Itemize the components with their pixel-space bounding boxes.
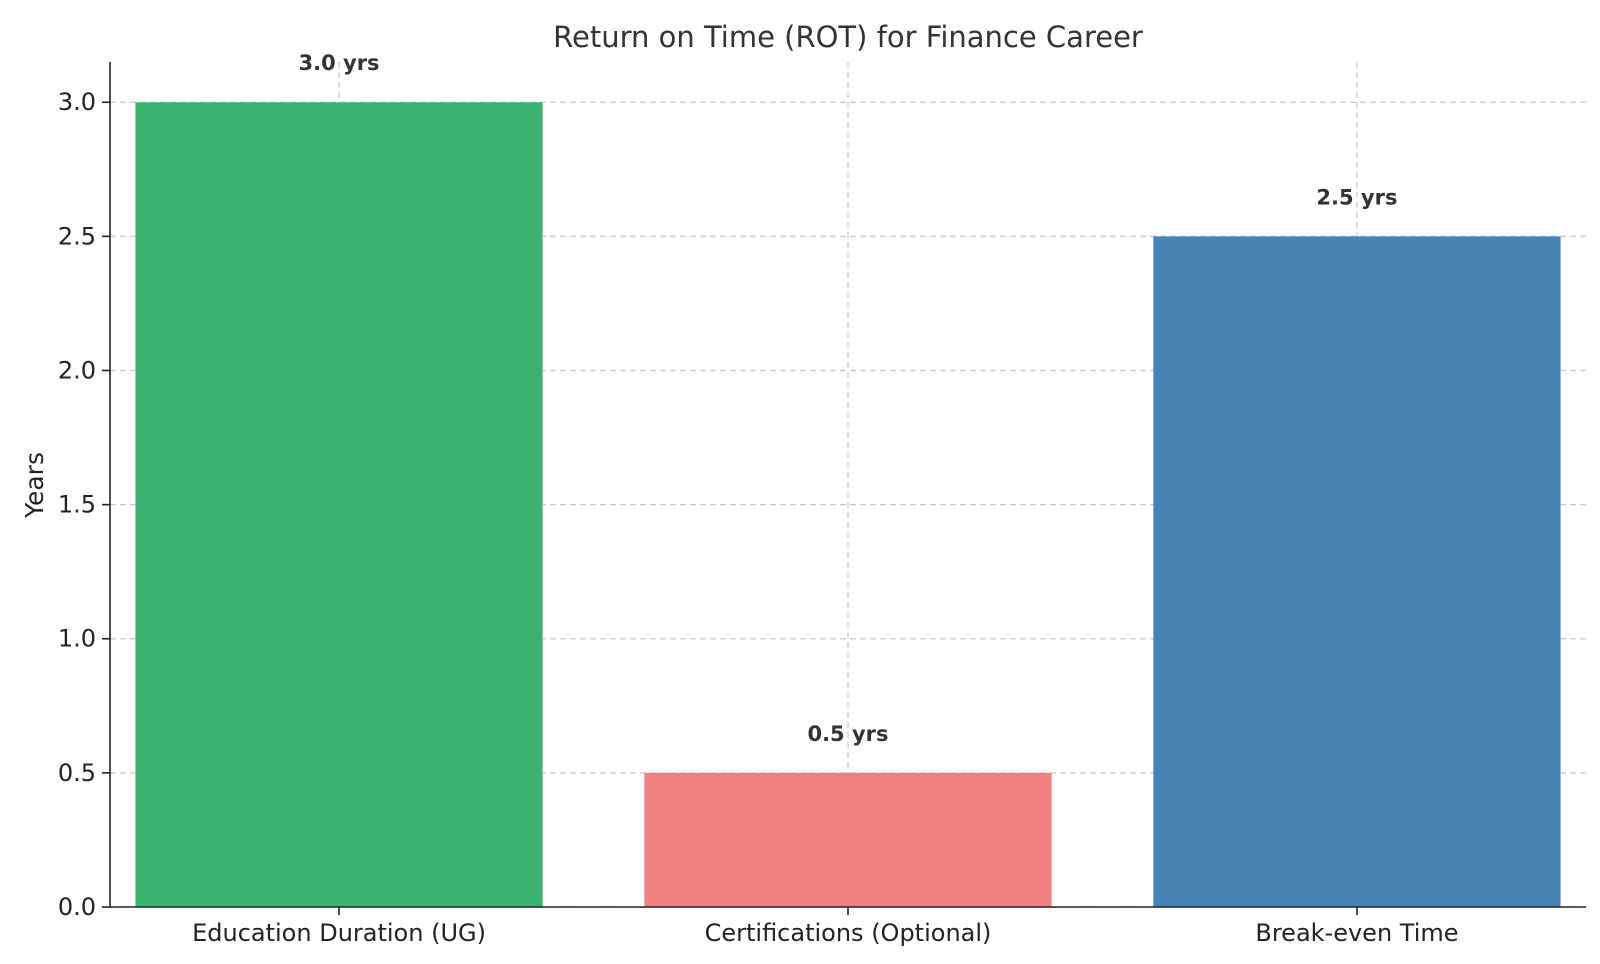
y-tick-label: 1.5 bbox=[58, 491, 96, 519]
data-label: 2.5 yrs bbox=[1316, 185, 1397, 209]
y-tick-label: 1.0 bbox=[58, 625, 96, 653]
y-tick-label: 2.5 bbox=[58, 222, 96, 250]
x-tick-label: Certifications (Optional) bbox=[705, 919, 992, 947]
x-tick-label: Break-even Time bbox=[1255, 919, 1458, 947]
bar-1 bbox=[644, 772, 1052, 907]
bars bbox=[135, 102, 1561, 907]
y-axis-label: Years bbox=[20, 452, 49, 519]
axes bbox=[102, 62, 1586, 915]
y-tick-label: 0.0 bbox=[58, 893, 96, 921]
chart-title: Return on Time (ROT) for Finance Career bbox=[553, 20, 1143, 54]
x-tick-label: Education Duration (UG) bbox=[192, 919, 486, 947]
y-tick-label: 3.0 bbox=[58, 88, 96, 116]
bar-0 bbox=[135, 102, 543, 907]
data-label: 0.5 yrs bbox=[807, 722, 888, 746]
bar-2 bbox=[1153, 236, 1561, 907]
y-tick-label: 2.0 bbox=[58, 356, 96, 384]
labels: Return on Time (ROT) for Finance Career … bbox=[20, 20, 1459, 947]
y-tick-label: 0.5 bbox=[58, 759, 96, 787]
data-label: 3.0 yrs bbox=[299, 51, 380, 75]
